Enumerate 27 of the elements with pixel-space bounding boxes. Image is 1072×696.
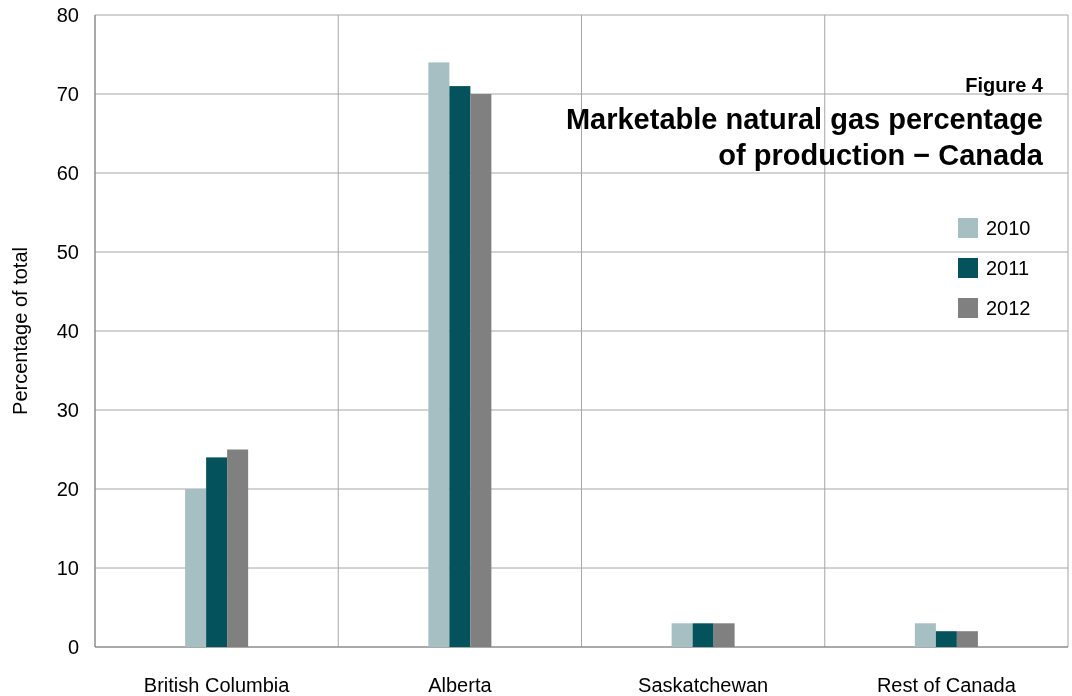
legend-label: 2010 <box>986 217 1031 239</box>
legend-label: 2012 <box>986 297 1031 319</box>
x-tick-label: Alberta <box>428 674 493 696</box>
bar <box>935 631 957 647</box>
y-tick-label: 70 <box>56 83 79 105</box>
y-tick-label: 0 <box>67 636 79 658</box>
text: Figure 4 <box>965 74 1044 96</box>
bar <box>692 623 714 647</box>
bar <box>449 86 471 647</box>
y-tick-label: 50 <box>56 241 79 263</box>
legend-label: 2011 <box>986 257 1030 279</box>
bar <box>185 489 207 647</box>
y-tick-label: 60 <box>56 162 79 184</box>
y-tick-label: 20 <box>56 478 79 500</box>
x-tick-label: British Columbia <box>143 674 291 696</box>
y-tick-label: 40 <box>56 320 79 342</box>
y-tick-label: 30 <box>56 399 79 421</box>
y-axis-title: Percentage of total <box>9 247 31 415</box>
y-tick-label: 10 <box>56 557 79 579</box>
bar <box>914 623 936 647</box>
x-tick-label: Saskatchewan <box>638 674 769 696</box>
bar <box>671 623 693 647</box>
bar <box>206 457 228 647</box>
x-tick-label: Rest of Canada <box>876 674 1017 696</box>
text: Marketable natural gas percentage of production − Canada <box>565 103 1044 171</box>
bar <box>428 62 450 647</box>
y-tick-label: 80 <box>56 4 79 26</box>
